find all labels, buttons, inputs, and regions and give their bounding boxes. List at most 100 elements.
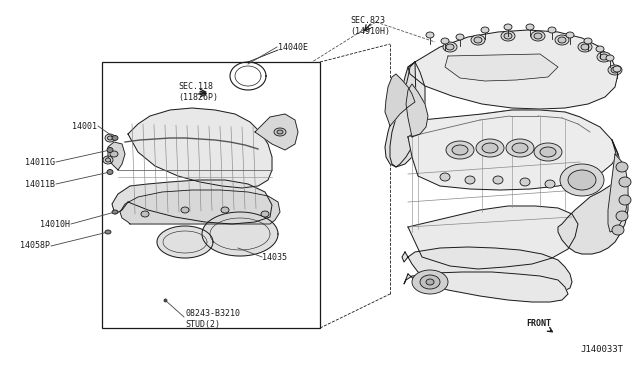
Ellipse shape xyxy=(481,27,489,33)
Ellipse shape xyxy=(476,139,504,157)
Ellipse shape xyxy=(112,135,118,141)
Ellipse shape xyxy=(181,207,189,213)
Polygon shape xyxy=(408,116,582,179)
Ellipse shape xyxy=(261,211,269,217)
Polygon shape xyxy=(408,110,618,190)
Polygon shape xyxy=(404,272,568,302)
Polygon shape xyxy=(408,206,578,269)
Polygon shape xyxy=(128,108,272,188)
Ellipse shape xyxy=(558,37,566,43)
Text: 14040E: 14040E xyxy=(278,42,308,51)
Text: 14035: 14035 xyxy=(262,253,287,262)
Ellipse shape xyxy=(504,33,512,39)
Text: 14011B: 14011B xyxy=(25,180,55,189)
Ellipse shape xyxy=(616,211,628,221)
Ellipse shape xyxy=(141,211,149,217)
Text: 14010H: 14010H xyxy=(40,219,70,228)
Ellipse shape xyxy=(568,170,596,190)
Ellipse shape xyxy=(493,176,503,184)
Ellipse shape xyxy=(441,38,449,44)
Ellipse shape xyxy=(581,44,589,50)
Polygon shape xyxy=(402,247,572,294)
Ellipse shape xyxy=(112,210,118,214)
Polygon shape xyxy=(108,142,125,170)
Ellipse shape xyxy=(108,136,113,140)
Ellipse shape xyxy=(619,177,631,187)
Text: 14011G: 14011G xyxy=(25,157,55,167)
Ellipse shape xyxy=(107,148,113,153)
Polygon shape xyxy=(412,110,585,172)
Ellipse shape xyxy=(612,225,624,235)
Text: SEC.823: SEC.823 xyxy=(350,16,385,25)
Ellipse shape xyxy=(426,32,434,38)
Text: 14001: 14001 xyxy=(72,122,97,131)
Ellipse shape xyxy=(446,141,474,159)
Ellipse shape xyxy=(105,230,111,234)
Polygon shape xyxy=(157,226,213,258)
Ellipse shape xyxy=(512,143,528,153)
Ellipse shape xyxy=(440,173,450,181)
Ellipse shape xyxy=(456,34,464,40)
Ellipse shape xyxy=(443,42,457,52)
Ellipse shape xyxy=(426,279,434,285)
Ellipse shape xyxy=(277,130,283,134)
Ellipse shape xyxy=(452,145,468,155)
Ellipse shape xyxy=(465,176,475,184)
Polygon shape xyxy=(120,190,280,224)
Ellipse shape xyxy=(526,24,534,30)
Polygon shape xyxy=(385,62,422,167)
Ellipse shape xyxy=(616,162,628,172)
Text: FRONT: FRONT xyxy=(526,320,551,328)
Ellipse shape xyxy=(545,180,555,188)
Polygon shape xyxy=(608,154,628,232)
Ellipse shape xyxy=(584,38,592,44)
Ellipse shape xyxy=(540,147,556,157)
Ellipse shape xyxy=(555,35,569,45)
Text: 14058P: 14058P xyxy=(20,241,50,250)
Ellipse shape xyxy=(534,143,562,161)
Ellipse shape xyxy=(274,128,286,136)
Ellipse shape xyxy=(474,37,482,43)
Ellipse shape xyxy=(613,66,621,72)
Polygon shape xyxy=(445,54,558,81)
Ellipse shape xyxy=(106,158,111,162)
Text: 08243-B3210: 08243-B3210 xyxy=(185,310,240,318)
Text: STUD(2): STUD(2) xyxy=(185,321,220,330)
Text: (14910H): (14910H) xyxy=(350,26,390,35)
Ellipse shape xyxy=(221,207,229,213)
Ellipse shape xyxy=(578,42,592,52)
Polygon shape xyxy=(408,30,618,109)
Polygon shape xyxy=(385,74,415,126)
Ellipse shape xyxy=(107,170,113,174)
Ellipse shape xyxy=(619,195,631,205)
Ellipse shape xyxy=(471,35,485,45)
Ellipse shape xyxy=(501,31,515,41)
Ellipse shape xyxy=(482,143,498,153)
Ellipse shape xyxy=(606,55,614,61)
Polygon shape xyxy=(558,140,628,254)
Text: J140033T: J140033T xyxy=(580,346,623,355)
Ellipse shape xyxy=(103,156,113,164)
Ellipse shape xyxy=(520,178,530,186)
Ellipse shape xyxy=(548,27,556,33)
Polygon shape xyxy=(390,62,425,167)
Ellipse shape xyxy=(504,24,512,30)
Ellipse shape xyxy=(560,164,604,196)
Polygon shape xyxy=(202,212,278,256)
Polygon shape xyxy=(112,180,272,224)
Ellipse shape xyxy=(608,65,622,75)
Text: (11826P): (11826P) xyxy=(178,93,218,102)
Ellipse shape xyxy=(566,32,574,38)
Ellipse shape xyxy=(600,54,608,60)
Ellipse shape xyxy=(110,151,118,157)
Ellipse shape xyxy=(446,44,454,50)
Ellipse shape xyxy=(534,33,542,39)
Ellipse shape xyxy=(611,67,619,73)
Ellipse shape xyxy=(596,46,604,52)
Ellipse shape xyxy=(597,52,611,62)
Ellipse shape xyxy=(506,139,534,157)
Ellipse shape xyxy=(105,134,115,142)
Text: SEC.118: SEC.118 xyxy=(178,81,213,90)
Ellipse shape xyxy=(412,270,448,294)
Ellipse shape xyxy=(531,31,545,41)
